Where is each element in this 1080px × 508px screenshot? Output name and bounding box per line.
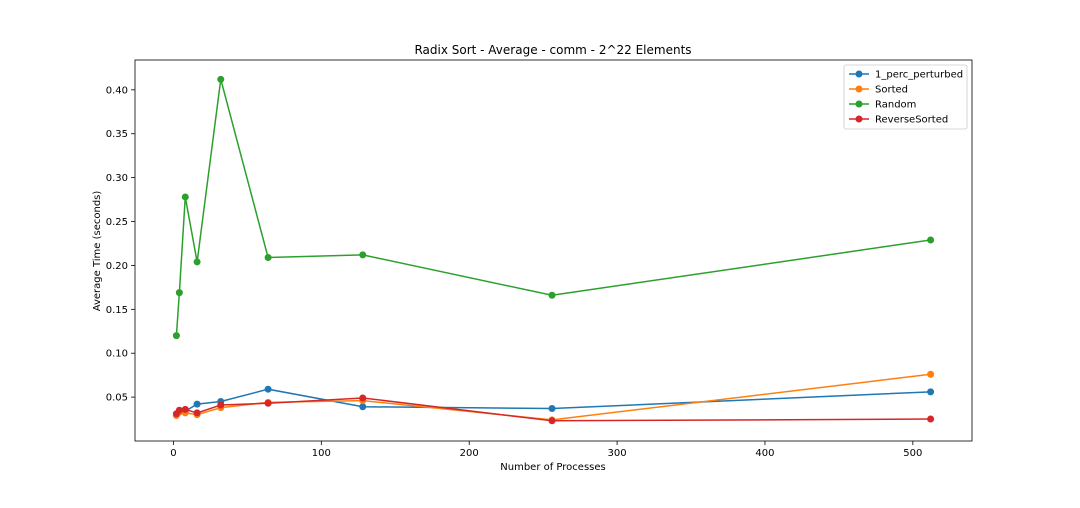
legend-label-random: Random [875,100,916,111]
data-point-reversesorted [193,409,201,417]
y-tick-label: 0.30 [106,173,128,184]
data-point-random [217,75,225,83]
data-point-random [193,258,201,266]
data-point-reversesorted [264,399,272,407]
x-tick-label: 400 [755,448,774,459]
legend-marker-1-perc-perturbed [855,70,863,78]
x-tick-label: 500 [903,448,922,459]
y-tick-label: 0.15 [106,305,128,316]
legend-marker-reversesorted [855,115,863,123]
data-point-reversesorted [927,415,935,423]
chart-title: Radix Sort - Average - comm - 2^22 Eleme… [414,43,691,57]
data-point-1-perc-perturbed [264,385,272,393]
y-axis-label: Average Time (seconds) [92,191,103,312]
data-point-reversesorted [175,406,183,414]
data-point-random [548,291,556,299]
data-point-reversesorted [181,405,189,413]
data-point-1-perc-perturbed [548,405,556,413]
legend-box [843,64,968,130]
legend-label-reversesorted: ReverseSorted [875,115,948,126]
x-tick-label: 200 [460,448,479,459]
legend-marker-sorted [855,85,863,93]
y-tick-label: 0.05 [106,393,128,404]
data-point-1-perc-perturbed [193,400,201,408]
data-point-1-perc-perturbed [927,388,935,396]
data-point-reversesorted [548,417,556,425]
x-tick-label: 0 [170,448,176,459]
plot-frame [134,59,973,442]
data-point-reversesorted [359,394,367,402]
data-point-random [172,332,180,340]
data-point-random [359,251,367,259]
y-tick-label: 0.20 [106,261,128,272]
x-axis-label: Number of Processes [500,462,605,473]
x-tick-label: 100 [312,448,331,459]
y-tick-label: 0.40 [106,85,128,96]
legend-marker-random [855,100,863,108]
y-tick-label: 0.10 [106,349,128,360]
data-point-random [181,193,189,201]
plot-area: 0 100 200 300 400 500 0.05 0.10 0.15 0.20 0.25 0.30… [106,59,973,459]
data-point-random [175,289,183,297]
y-tick-label: 0.25 [106,217,128,228]
data-point-random [264,254,272,262]
data-point-random [927,236,935,244]
legend: 1_perc_perturbed Sorted Random ReverseSorte… [843,64,968,130]
data-point-reversesorted [217,401,225,409]
data-point-sorted [927,370,935,378]
legend-label-1-perc-perturbed: 1_perc_perturbed [875,70,963,81]
legend-label-sorted: Sorted [875,85,908,96]
x-tick-label: 300 [608,448,627,459]
y-tick-label: 0.35 [106,129,128,140]
data-point-1-perc-perturbed [359,403,367,411]
